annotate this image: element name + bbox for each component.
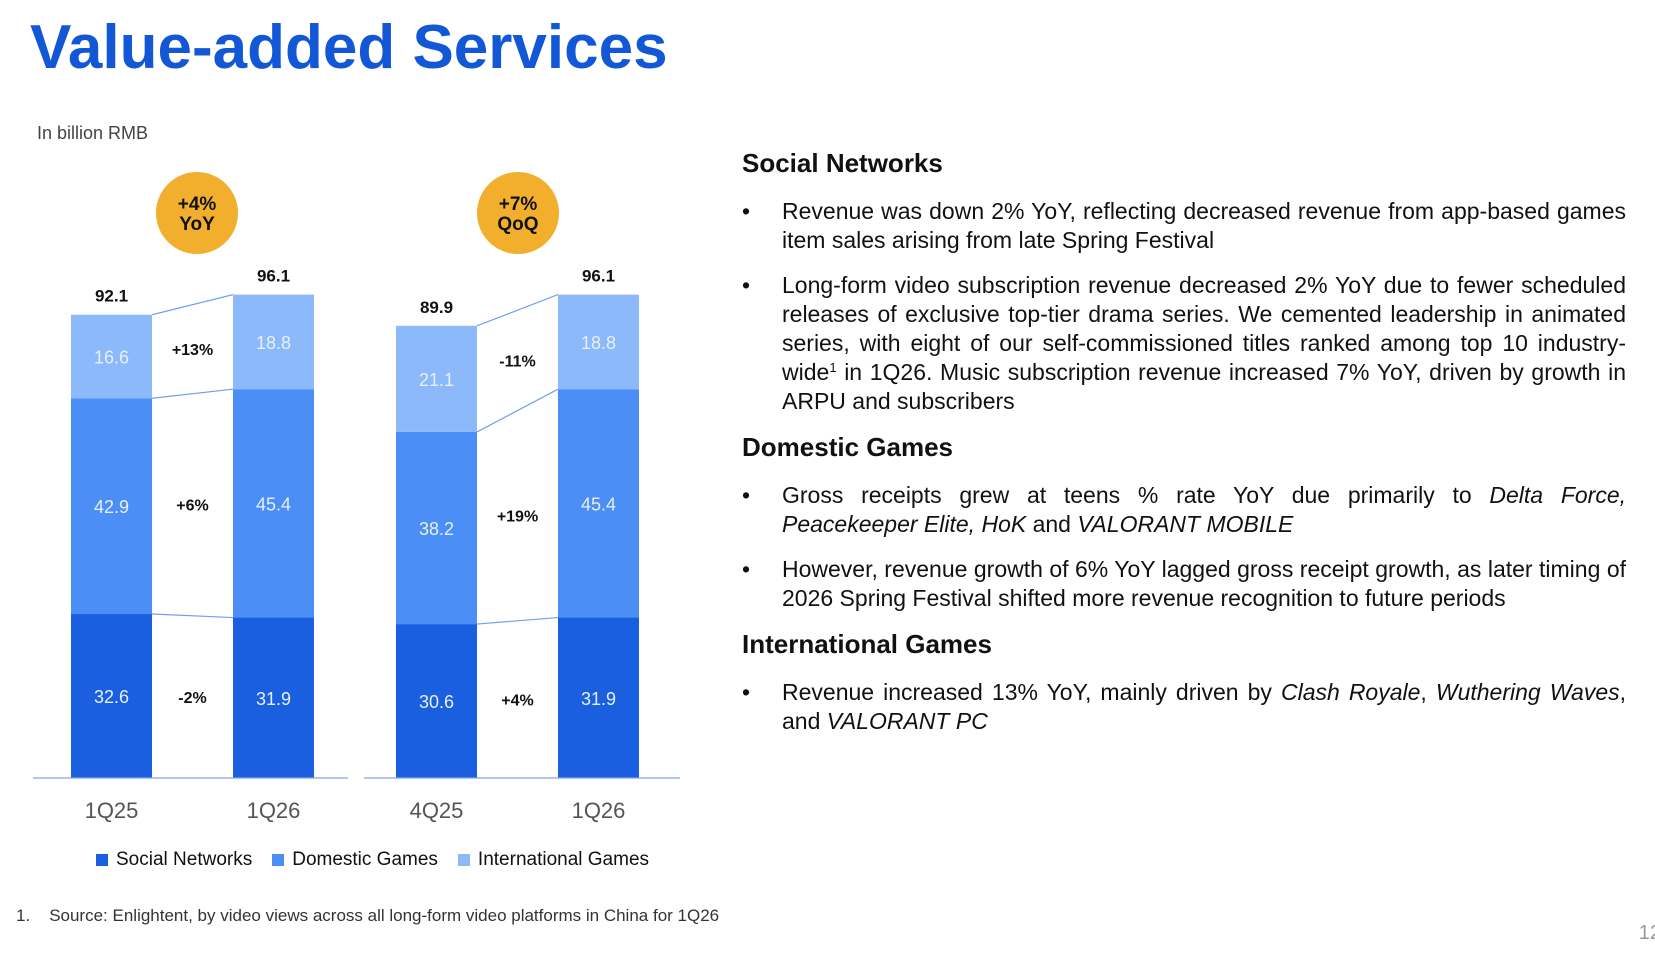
change-label-international-games: -11% xyxy=(499,353,535,370)
section-title: Domestic Games xyxy=(742,432,953,462)
footnote-text: Source: Enlightent, by video views acros… xyxy=(49,906,720,925)
bullet-point: • Revenue increased 13% YoY, mainly drive… xyxy=(742,678,1626,736)
bar-total-label: 89.9 xyxy=(420,298,453,317)
legend-label: International Games xyxy=(477,849,650,870)
growth-badge xyxy=(156,172,238,254)
segment-value-label: 31.9 xyxy=(256,689,291,709)
bar-segment-domestic-games xyxy=(71,398,152,615)
growth-badge-value: +7% xyxy=(499,194,538,215)
growth-badge xyxy=(477,172,559,254)
bullet-text: Revenue was down 2% YoY, reflecting decr… xyxy=(782,198,1626,253)
bar-total-label: 96.1 xyxy=(257,267,290,286)
segment-value-label: 32.6 xyxy=(94,687,129,707)
bullet-marker: • xyxy=(742,556,751,582)
bullet-marker: • xyxy=(742,679,751,705)
change-label-domestic-games: +6% xyxy=(176,498,208,515)
segment-value-label: 16.6 xyxy=(94,347,129,367)
connector-line xyxy=(476,616,559,625)
bar-segment-international-games xyxy=(396,325,477,432)
segment-value-label: 42.9 xyxy=(94,497,129,517)
bullet-text: , xyxy=(1420,679,1436,705)
bullet-text: and xyxy=(1026,511,1078,537)
section-title: Social Networks xyxy=(742,148,943,178)
growth-badge-value: +4% xyxy=(178,194,217,215)
bullet-marker: • xyxy=(742,482,751,508)
connector-line xyxy=(476,294,559,327)
x-tick-label: 1Q26 xyxy=(572,798,626,823)
x-tick-label: 1Q26 xyxy=(247,798,301,823)
bullet-text: Revenue increased 13% YoY, mainly driven… xyxy=(782,679,1281,705)
legend-swatch xyxy=(457,854,470,866)
connector-line xyxy=(151,294,234,316)
segment-value-label: 45.4 xyxy=(256,494,291,514)
bullet-text: Clash Royale xyxy=(1280,679,1421,705)
bullet-text: Gross receipts grew at teens % rate YoY … xyxy=(782,482,1490,508)
legend-item: Social Networks xyxy=(96,849,252,871)
bar-segment-social-networks xyxy=(71,614,152,778)
bullet-point: • Gross receipts grew at teens % rate YoY… xyxy=(742,481,1626,539)
bullet-marker: • xyxy=(742,198,751,224)
bullet-text: However, revenue growth of 6% YoY lagged… xyxy=(782,556,1626,611)
bullet-text: in 1Q26. Music subscription revenue incr… xyxy=(782,359,1626,414)
unit-label: In billion RMB xyxy=(37,123,149,143)
change-label-social-networks: +4% xyxy=(501,692,533,709)
bullet-text: Wuthering Waves xyxy=(1435,679,1620,705)
bullet-point: • Long-form video subscription revenue de… xyxy=(742,271,1626,416)
bullet-text: Delta Force, Peacekeeper Elite, HoK xyxy=(782,482,1627,537)
page-number: 12 xyxy=(1638,922,1655,944)
bullet-text: , and xyxy=(782,679,1627,734)
legend-swatch xyxy=(96,854,108,866)
segment-value-label: 31.9 xyxy=(581,689,616,709)
stacked-bar-chart: 32.6 42.9 16.6 92.1 1Q25 31.9 45.4 18.8 96.1 1Q26… xyxy=(33,172,680,823)
segment-value-label: 30.6 xyxy=(419,692,454,712)
footnote-number: 1. xyxy=(16,906,31,925)
bar-segment-domestic-games xyxy=(396,431,477,625)
x-tick-label: 1Q25 xyxy=(85,798,139,823)
segment-value-label: 18.8 xyxy=(256,333,291,353)
segment-value-label: 18.8 xyxy=(581,333,616,353)
segment-value-label: 21.1 xyxy=(419,370,454,390)
segment-value-label: 45.4 xyxy=(581,494,616,514)
change-label-social-networks: -2% xyxy=(178,690,206,707)
change-label-international-games: +13% xyxy=(172,342,213,359)
commentary-panel: Social Networks • Revenue was down 2% YoY,… xyxy=(742,148,1626,752)
footnote-reference: 1 xyxy=(829,360,837,375)
bar-segment-international-games xyxy=(558,294,639,390)
bar-segment-social-networks xyxy=(396,624,477,778)
bullet-text: VALORANT PC xyxy=(826,708,988,734)
bar-total-label: 96.1 xyxy=(582,267,615,286)
x-tick-label: 4Q25 xyxy=(410,798,464,823)
legend-label: Social Networks xyxy=(116,849,253,870)
bar-segment-social-networks xyxy=(233,617,314,778)
bar-total-label: 92.1 xyxy=(95,287,128,306)
footnote: 1. Source: Enlightent, by video views acr… xyxy=(16,906,719,926)
legend-item: Domestic Games xyxy=(272,849,438,871)
bullet-text: VALORANT MOBILE xyxy=(1077,511,1294,537)
connector-line xyxy=(151,613,234,619)
bar-segment-international-games xyxy=(233,294,314,390)
segment-value-label: 38.2 xyxy=(419,519,454,539)
legend-swatch xyxy=(272,854,285,866)
growth-badge-basis: YoY xyxy=(179,214,215,235)
section-title: International Games xyxy=(742,629,992,659)
bullet-marker: • xyxy=(742,272,751,298)
bar-segment-domestic-games xyxy=(558,389,639,618)
bullet-point: • However, revenue growth of 6% YoY lagge… xyxy=(742,555,1626,613)
change-label-domestic-games: +19% xyxy=(497,509,538,526)
bullet-point: • Revenue was down 2% YoY, reflecting dec… xyxy=(742,197,1626,255)
connector-line xyxy=(476,388,559,433)
page-title: Value-added Services xyxy=(30,13,668,82)
legend-label: Domestic Games xyxy=(292,849,438,870)
legend-item: International Games xyxy=(457,849,650,871)
bar-segment-international-games xyxy=(71,314,152,399)
connector-line xyxy=(151,388,234,399)
bar-segment-domestic-games xyxy=(233,389,314,618)
growth-badge-basis: QoQ xyxy=(497,214,538,235)
bullet-text: Long-form video subscription revenue dec… xyxy=(782,272,1626,385)
chart-legend: Social Networks Domestic Games Internation… xyxy=(96,849,669,871)
bar-segment-social-networks xyxy=(558,617,639,778)
